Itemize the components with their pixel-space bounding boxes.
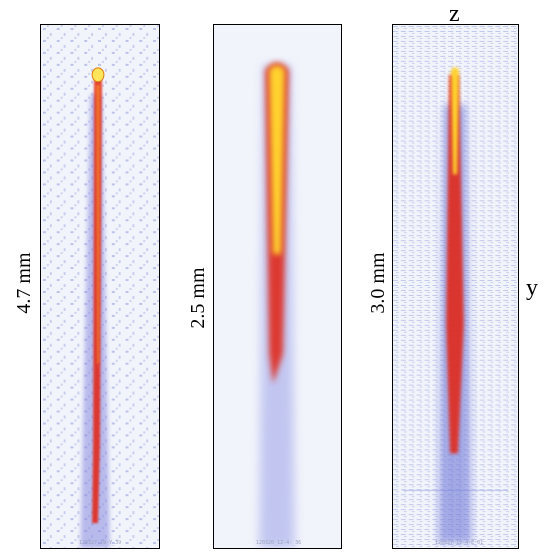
panel-3-plume-red xyxy=(446,74,464,454)
panel-2-caption: 120320_12-4-_36 xyxy=(256,540,302,546)
panel-1-scale-label: 4.7 mm xyxy=(13,252,35,314)
panel-2-plume-image xyxy=(259,62,295,548)
panel-1-plume-image xyxy=(41,25,159,548)
panel-2-scale-label: 2.5 mm xyxy=(187,267,209,329)
panel-1-image: 120327_19-Y_39 xyxy=(40,24,160,549)
panel-3-plume-core xyxy=(451,67,459,175)
panel-3-plume-image xyxy=(393,25,518,548)
y-axis-label: y xyxy=(526,275,538,301)
panel-1-plume-core xyxy=(96,84,100,364)
z-axis-label: z xyxy=(449,1,460,27)
panel-2-plume-core xyxy=(269,65,285,255)
panel-1-caption: 120327_19-Y_39 xyxy=(79,540,122,546)
panel-3-caption: 120327_12-4-E_01 xyxy=(435,540,484,546)
panel-3-scale-label: 3.0 mm xyxy=(367,252,389,314)
panel-2-image: 120320_12-4-_36 xyxy=(213,24,342,549)
panel-1-hot-spot xyxy=(91,67,105,83)
panel-3-image: 120327_12-4-E_01 xyxy=(392,24,519,549)
